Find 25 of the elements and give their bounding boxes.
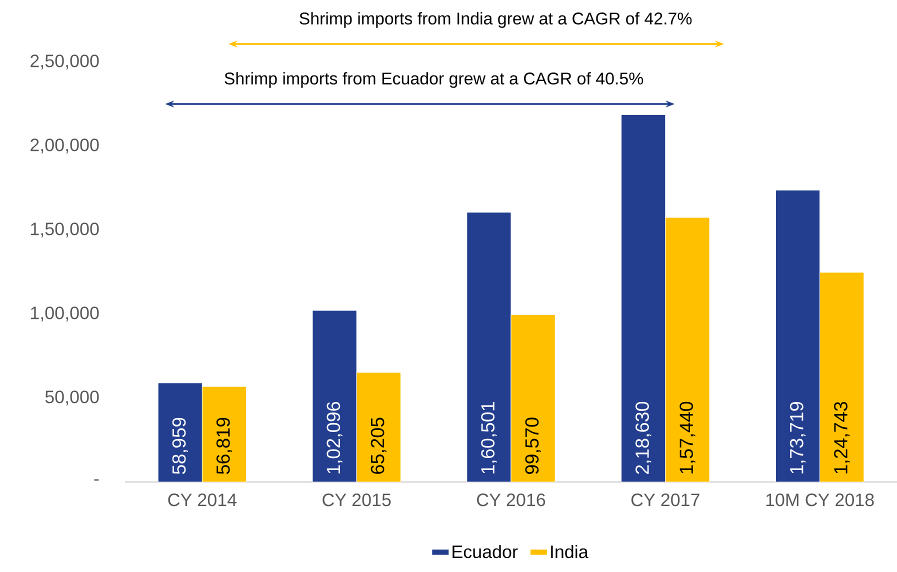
x-tick-label: 10M CY 2018	[766, 494, 874, 506]
data-label: 58,959	[172, 418, 188, 474]
x-tick-label: CY 2015	[322, 494, 391, 506]
data-label: 2,18,630	[636, 402, 652, 474]
y-tick-label: 1,50,000	[31, 222, 99, 238]
data-label: 1,24,743	[834, 402, 850, 474]
data-label: 65,205	[370, 418, 386, 474]
data-label: 1,60,501	[481, 402, 497, 474]
x-tick-label: CY 2017	[631, 494, 700, 506]
y-tick-label: 1,00,000	[31, 306, 99, 322]
data-label: 56,819	[216, 418, 232, 474]
x-tick-label: CY 2016	[477, 494, 546, 506]
y-tick-label: -	[94, 479, 99, 481]
legend-label: Ecuador	[452, 544, 518, 558]
y-tick-label: 2,00,000	[30, 138, 99, 154]
data-label: 1,57,440	[680, 402, 696, 474]
text: Shrimp imports from India grew at a CAGR of 42.7%	[300, 12, 692, 28]
x-tick-label: CY 2014	[168, 494, 237, 506]
y-tick-label: 2,50,000	[30, 54, 99, 70]
y-tick-label: 50,000	[45, 390, 99, 406]
data-label: 1,02,096	[326, 402, 342, 474]
legend-label: India	[551, 544, 588, 558]
data-label: 99,570	[525, 418, 541, 474]
data-label: 1,73,719	[790, 402, 806, 474]
annotation: Shrimp imports from Ecuador grew at a CAGR of 40.5%	[224, 72, 644, 88]
